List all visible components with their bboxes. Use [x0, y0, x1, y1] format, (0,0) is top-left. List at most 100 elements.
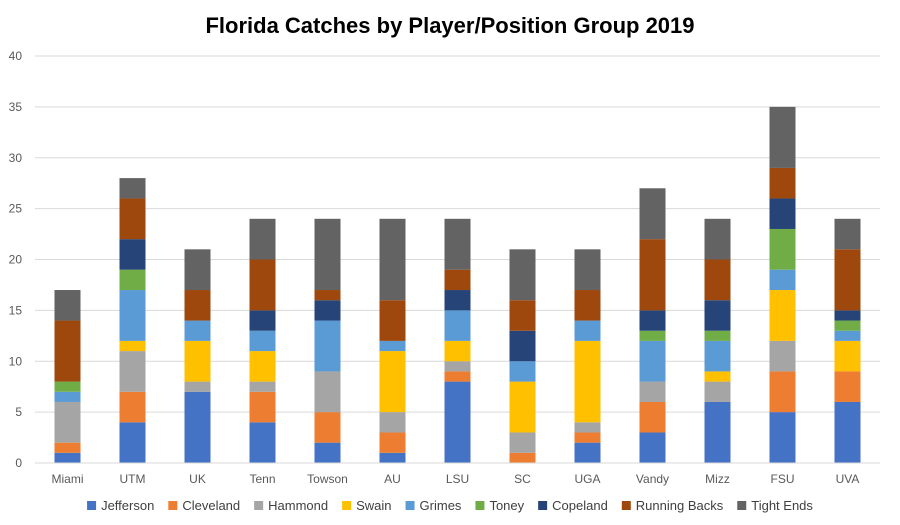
legend-swatch-toney	[475, 501, 485, 510]
bar-segment-vandy-toney	[639, 330, 666, 341]
legend-label: Tight Ends	[751, 498, 813, 513]
x-tick-label: SC	[514, 472, 531, 486]
x-axis-tick-labels: Miami UTM UK Tenn Towson AU LSU SC UGA Vandy Mizz F…	[52, 472, 860, 486]
bar-segment-sc-cleveland	[509, 452, 536, 463]
bar-segment-fsu-toney	[769, 228, 796, 270]
legend-label: Copeland	[552, 498, 608, 513]
bar-segment-tenn-swain	[249, 351, 276, 382]
y-tick-label: 5	[15, 405, 22, 419]
bar-segment-fsu-swain	[769, 290, 796, 341]
bar-segment-uk-jefferson	[184, 391, 211, 463]
bar-segment-au-hammond	[379, 412, 406, 433]
bar-segment-mizz-copeland	[704, 300, 731, 331]
legend-swatch-hammond	[254, 501, 264, 510]
bar-segment-fsu-hammond	[769, 340, 796, 372]
bar-segment-mizz-hammond	[704, 381, 731, 402]
bar-segment-lsu-cleveland	[444, 371, 471, 382]
bar-segment-au-tight-ends	[379, 218, 406, 301]
bar-segment-lsu-grimes	[444, 310, 471, 341]
bar-segment-uga-grimes	[574, 320, 601, 341]
bar-segment-tenn-running-backs	[249, 259, 276, 311]
bar-segment-vandy-hammond	[639, 381, 666, 402]
bar-segment-mizz-running-backs	[704, 259, 731, 301]
bar-segment-sc-copeland	[509, 330, 536, 362]
bar-segment-towson-copeland	[314, 300, 341, 321]
legend-swatch-grimes	[405, 501, 415, 510]
bar-segment-utm-copeland	[119, 239, 146, 270]
bar-segment-utm-toney	[119, 269, 146, 291]
x-tick-label: UGA	[574, 472, 600, 486]
y-tick-label: 20	[9, 253, 23, 267]
bar-segment-uva-swain	[834, 340, 861, 372]
bar-segment-miami-running-backs	[54, 320, 81, 382]
legend: Jefferson Cleveland Hammond Swain Grimes Tone…	[87, 498, 813, 513]
legend-swatch-running-backs	[621, 501, 631, 510]
x-tick-label: UK	[189, 472, 206, 486]
bar-segment-vandy-jefferson	[639, 432, 666, 463]
bar-segment-vandy-running-backs	[639, 239, 666, 311]
bar-segment-vandy-tight-ends	[639, 188, 666, 240]
bars	[35, 106, 880, 464]
x-tick-label: UVA	[836, 472, 860, 486]
bar-segment-sc-swain	[509, 381, 536, 433]
x-tick-label: AU	[384, 472, 401, 486]
bar-segment-uga-hammond	[574, 422, 601, 433]
bar-segment-miami-cleveland	[54, 442, 81, 453]
bar-segment-au-grimes	[379, 340, 406, 352]
legend-swatch-tight-ends	[737, 501, 747, 510]
bar-segment-tenn-grimes	[249, 330, 276, 352]
x-tick-label: Vandy	[636, 472, 669, 486]
bar-segment-towson-hammond	[314, 371, 341, 413]
bar-segment-uva-toney	[834, 320, 861, 331]
bar-segment-vandy-cleveland	[639, 401, 666, 433]
bar-segment-fsu-grimes	[769, 269, 796, 291]
bar-segment-uga-tight-ends	[574, 249, 601, 291]
bar-segment-mizz-swain	[704, 371, 731, 382]
bar-segment-uga-cleveland	[574, 432, 601, 443]
legend-label: Jefferson	[101, 498, 154, 513]
bar-segment-tenn-hammond	[249, 381, 276, 392]
bar-segment-uga-jefferson	[574, 442, 601, 463]
bar-segment-utm-hammond	[119, 351, 146, 392]
bar-segment-utm-cleveland	[119, 391, 146, 423]
bar-segment-vandy-grimes	[639, 340, 666, 382]
bar-segment-uk-grimes	[184, 320, 211, 341]
bar-segment-uva-cleveland	[834, 371, 861, 402]
bar-segment-mizz-toney	[704, 330, 731, 341]
bar-segment-uva-tight-ends	[834, 218, 861, 250]
bar-segment-uva-jefferson	[834, 401, 861, 463]
bar-segment-tenn-copeland	[249, 310, 276, 331]
bar-segment-lsu-running-backs	[444, 269, 471, 291]
legend-label: Cleveland	[182, 498, 240, 513]
chart-title: Florida Catches by Player/Position Group…	[205, 13, 694, 38]
bar-segment-tenn-tight-ends	[249, 218, 276, 260]
bar-segment-uva-copeland	[834, 310, 861, 321]
bar-segment-utm-tight-ends	[119, 178, 146, 199]
bar-segment-towson-running-backs	[314, 290, 341, 301]
x-tick-label: UTM	[120, 472, 146, 486]
bar-segment-au-cleveland	[379, 432, 406, 453]
y-tick-label: 15	[9, 303, 23, 317]
bar-segment-lsu-hammond	[444, 361, 471, 372]
bar-segment-fsu-copeland	[769, 198, 796, 229]
legend-swatch-cleveland	[168, 501, 178, 510]
bar-segment-au-running-backs	[379, 300, 406, 341]
bar-segment-lsu-tight-ends	[444, 218, 471, 270]
x-tick-label: Miami	[52, 472, 84, 486]
bar-segment-uva-grimes	[834, 330, 861, 341]
bar-segment-au-jefferson	[379, 452, 406, 463]
bar-segment-lsu-swain	[444, 340, 471, 362]
bar-segment-uga-running-backs	[574, 290, 601, 321]
legend-label: Toney	[489, 498, 524, 513]
bar-segment-towson-grimes	[314, 320, 341, 372]
legend-label: Swain	[356, 498, 391, 513]
x-tick-label: Towson	[307, 472, 348, 486]
legend-label: Grimes	[420, 498, 462, 513]
bar-segment-fsu-cleveland	[769, 371, 796, 413]
x-tick-label: LSU	[446, 472, 469, 486]
bar-segment-mizz-grimes	[704, 340, 731, 372]
bar-segment-miami-jefferson	[54, 452, 81, 463]
y-tick-label: 10	[9, 354, 23, 368]
